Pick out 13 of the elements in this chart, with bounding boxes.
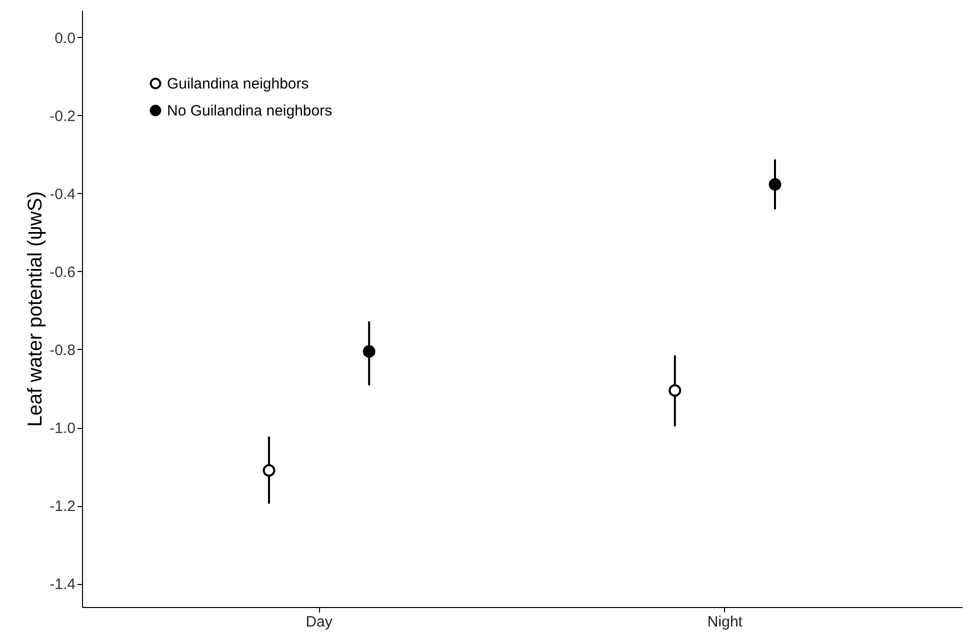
y-tick-label: -0.4: [50, 186, 76, 203]
y-tick-label: -1.2: [50, 498, 76, 516]
y-tick-label: -0.8: [50, 342, 76, 359]
y-axis-title: Leaf water potential (ψwS): [24, 191, 47, 427]
y-tick-label: -1.4: [50, 576, 76, 594]
x-tick-label: Day: [306, 614, 333, 630]
y-tick-label: -0.6: [50, 264, 76, 281]
y-tick-label: 0.0: [54, 30, 76, 47]
x-tick-label: Night: [707, 614, 744, 630]
y-tick-label: -0.2: [50, 108, 76, 125]
legend-label: Guilandina neighbors: [167, 76, 309, 92]
y-tick-label: -1.0: [50, 420, 76, 438]
legend-label: No Guilandina neighbors: [167, 102, 332, 120]
